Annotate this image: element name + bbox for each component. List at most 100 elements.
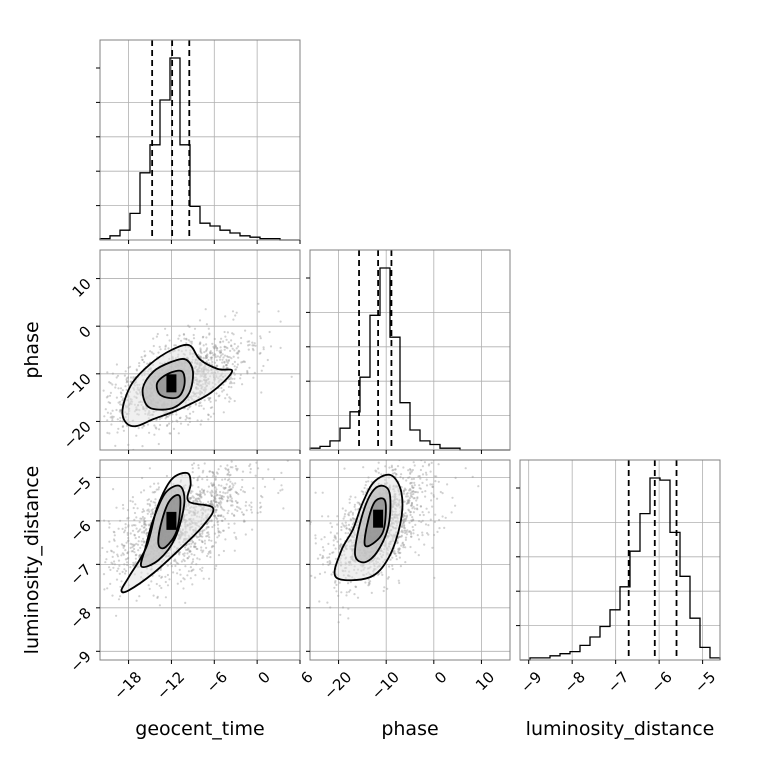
- scatter-point: [403, 518, 406, 521]
- scatter-point: [233, 360, 236, 363]
- scatter-point: [182, 553, 185, 556]
- scatter-point: [263, 485, 267, 488]
- scatter-point: [209, 351, 212, 354]
- scatter-point: [174, 558, 177, 561]
- scatter-point: [407, 469, 410, 472]
- scatter-point: [327, 563, 330, 567]
- scatter-point: [145, 528, 148, 531]
- scatter-point: [279, 346, 282, 349]
- scatter-point: [179, 573, 182, 576]
- scatter-point: [216, 504, 219, 507]
- scatter-point: [357, 501, 360, 504]
- scatter-point: [229, 488, 232, 491]
- scatter-point: [183, 578, 186, 581]
- scatter-point: [143, 521, 146, 524]
- x-tick-label: −6: [203, 668, 231, 696]
- svg-text:0: 0: [431, 668, 450, 687]
- scatter-point: [149, 350, 152, 353]
- scatter-point: [182, 333, 186, 336]
- axes-frame: [99, 39, 301, 241]
- scatter-point: [246, 371, 249, 374]
- scatter-point: [232, 371, 236, 374]
- scatter-point: [408, 530, 411, 534]
- scatter-point: [368, 582, 371, 585]
- scatter-point: [314, 542, 317, 545]
- scatter-point: [202, 490, 205, 493]
- scatter-point: [126, 552, 129, 555]
- scatter-point: [259, 351, 262, 355]
- scatter-point: [421, 519, 424, 522]
- scatter-point: [199, 493, 202, 496]
- scatter-point: [221, 498, 224, 501]
- scatter-point: [411, 490, 415, 493]
- scatter-point: [225, 358, 228, 361]
- scatter-point: [219, 531, 222, 534]
- scatter-point: [114, 444, 117, 447]
- x-tick-label: −7: [604, 668, 632, 696]
- scatter-point: [421, 510, 424, 514]
- scatter-point: [427, 533, 430, 536]
- scatter-point: [218, 350, 221, 353]
- scatter-point: [413, 491, 416, 494]
- scatter-point: [407, 500, 410, 503]
- scatter-point: [411, 486, 414, 489]
- x-tick-label: −20: [320, 668, 355, 703]
- scatter-point: [330, 525, 334, 529]
- scatter-point: [205, 354, 208, 357]
- scatter-point: [221, 454, 223, 456]
- scatter-point: [175, 413, 178, 416]
- scatter-point: [205, 475, 209, 478]
- scatter-point: [232, 514, 236, 517]
- scatter-point: [365, 480, 368, 483]
- scatter-point: [138, 529, 141, 532]
- scatter-point: [235, 347, 238, 350]
- scatter-point: [332, 539, 335, 542]
- scatter-point: [386, 587, 389, 590]
- scatter-point: [178, 551, 182, 554]
- scatter-point: [165, 474, 168, 478]
- scatter-point: [127, 384, 130, 387]
- scatter-point: [204, 354, 208, 358]
- scatter-point: [214, 516, 218, 519]
- scatter-point: [405, 517, 408, 520]
- scatter-point: [118, 564, 121, 567]
- scatter-point: [107, 401, 110, 404]
- scatter-point: [208, 470, 211, 473]
- scatter-point: [427, 464, 430, 467]
- scatter-point: [141, 426, 144, 429]
- scatter-point: [349, 589, 352, 592]
- scatter-point: [407, 508, 410, 511]
- scatter-point: [405, 502, 408, 505]
- scatter-point: [138, 362, 141, 365]
- scatter-point: [282, 507, 285, 510]
- scatter-point: [374, 469, 377, 472]
- scatter-point: [377, 461, 380, 464]
- scatter-point: [108, 394, 112, 397]
- scatter-point: [234, 508, 237, 511]
- scatter-point: [262, 346, 265, 349]
- scatter-point: [189, 545, 192, 548]
- scatter-point: [227, 378, 230, 381]
- scatter-point: [242, 360, 245, 363]
- scatter-point: [205, 546, 208, 550]
- scatter-point: [362, 490, 365, 494]
- scatter-point: [328, 556, 331, 559]
- scatter-point: [259, 335, 262, 338]
- scatter-point: [432, 494, 435, 497]
- scatter-point: [116, 555, 120, 558]
- scatter-point: [200, 549, 203, 552]
- scatter-point: [227, 359, 230, 363]
- scatter-point: [215, 501, 218, 504]
- scatter-point: [214, 508, 217, 511]
- scatter-point: [222, 486, 225, 489]
- scatter-point: [213, 514, 216, 518]
- scatter-point: [226, 347, 229, 350]
- scatter-point: [410, 532, 413, 536]
- scatter-point: [314, 534, 317, 537]
- scatter-point: [177, 337, 180, 340]
- scatter-point: [233, 365, 236, 368]
- scatter-point: [111, 372, 114, 375]
- scatter-point: [227, 489, 230, 492]
- scatter-point: [217, 395, 220, 398]
- scatter-point: [126, 533, 129, 537]
